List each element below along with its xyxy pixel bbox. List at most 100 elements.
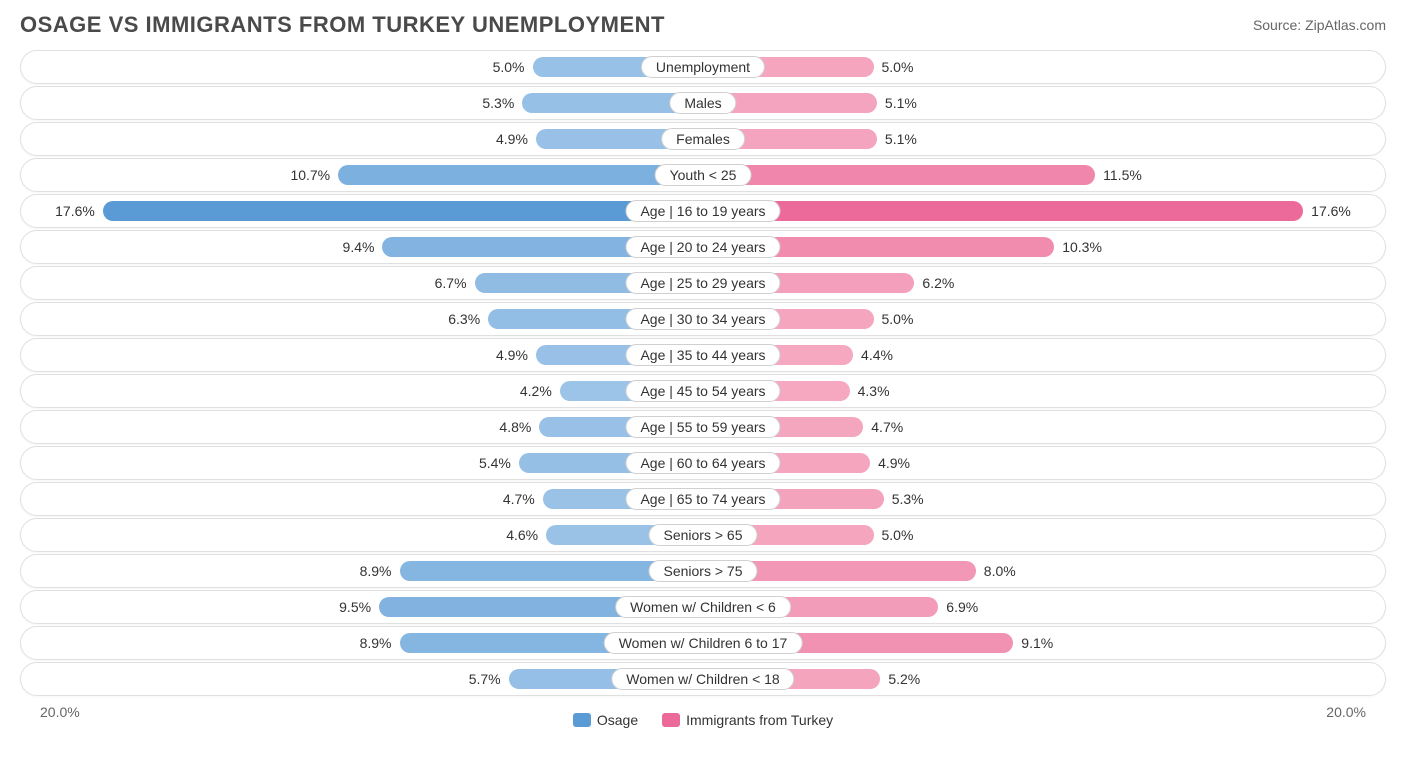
category-label: Age | 25 to 29 years <box>625 272 780 294</box>
legend-swatch-right <box>662 713 680 727</box>
row-right-half: 4.4% <box>703 339 1385 371</box>
row-left-half: 4.9% <box>21 339 703 371</box>
chart-row: 4.7% 5.3% Age | 65 to 74 years <box>20 482 1386 516</box>
axis-right-max: 20.0% <box>1326 704 1366 728</box>
chart-row: 8.9%8.0%Seniors > 75 <box>20 554 1386 588</box>
chart-row: 9.4%10.3%Age | 20 to 24 years <box>20 230 1386 264</box>
right-value-label: 5.2% <box>880 671 928 687</box>
left-value-label: 4.9% <box>488 131 536 147</box>
chart-row: 5.7% 5.2% Women w/ Children < 18 <box>20 662 1386 696</box>
left-value-label: 6.7% <box>427 275 475 291</box>
left-value-label: 5.0% <box>485 59 533 75</box>
left-value-label: 4.2% <box>512 383 560 399</box>
row-left-half: 8.9% <box>21 555 703 587</box>
right-value-label: 5.1% <box>877 131 925 147</box>
category-label: Age | 16 to 19 years <box>625 200 780 222</box>
chart-source: Source: ZipAtlas.com <box>1253 17 1386 33</box>
row-left-half: 4.2% <box>21 375 703 407</box>
right-value-label: 4.9% <box>870 455 918 471</box>
left-value-label: 17.6% <box>47 203 103 219</box>
category-label: Unemployment <box>641 56 765 78</box>
category-label: Women w/ Children 6 to 17 <box>604 632 803 654</box>
row-left-half: 4.7% <box>21 483 703 515</box>
row-left-half: 9.5% <box>21 591 703 623</box>
chart-row: 6.7% 6.2% Age | 25 to 29 years <box>20 266 1386 300</box>
row-right-half: 17.6% <box>703 195 1385 227</box>
right-value-label: 6.9% <box>938 599 986 615</box>
category-label: Age | 55 to 59 years <box>625 416 780 438</box>
row-right-half: 5.0% <box>703 303 1385 335</box>
row-right-half: 11.5% <box>703 159 1385 191</box>
right-value-label: 5.0% <box>874 59 922 75</box>
chart-row: 5.0% 5.0% Unemployment <box>20 50 1386 84</box>
row-left-half: 6.3% <box>21 303 703 335</box>
right-value-label: 11.5% <box>1095 167 1150 183</box>
row-left-half: 6.7% <box>21 267 703 299</box>
right-value-label: 17.6% <box>1303 203 1359 219</box>
row-left-half: 5.4% <box>21 447 703 479</box>
chart-row: 4.9% 5.1% Females <box>20 122 1386 156</box>
category-label: Age | 60 to 64 years <box>625 452 780 474</box>
row-right-half: 4.7% <box>703 411 1385 443</box>
chart-title: OSAGE VS IMMIGRANTS FROM TURKEY UNEMPLOY… <box>20 12 665 38</box>
right-value-label: 5.1% <box>877 95 925 111</box>
left-bar <box>103 201 703 221</box>
row-left-half: 8.9% <box>21 627 703 659</box>
left-value-label: 8.9% <box>352 635 400 651</box>
category-label: Age | 65 to 74 years <box>625 488 780 510</box>
category-label: Women w/ Children < 6 <box>615 596 791 618</box>
left-value-label: 4.8% <box>491 419 539 435</box>
right-value-label: 4.3% <box>850 383 898 399</box>
left-value-label: 4.6% <box>498 527 546 543</box>
right-value-label: 5.3% <box>884 491 932 507</box>
axis-row: 20.0% Osage Immigrants from Turkey 20.0% <box>20 698 1386 728</box>
left-value-label: 5.4% <box>471 455 519 471</box>
row-right-half: 9.1% <box>703 627 1385 659</box>
right-bar <box>703 201 1303 221</box>
chart-row: 10.7%11.5%Youth < 25 <box>20 158 1386 192</box>
chart-row: 17.6% 17.6% Age | 16 to 19 years <box>20 194 1386 228</box>
chart-row: 5.4% 4.9% Age | 60 to 64 years <box>20 446 1386 480</box>
right-value-label: 5.0% <box>874 311 922 327</box>
row-right-half: 5.1% <box>703 87 1385 119</box>
category-label: Seniors > 75 <box>649 560 758 582</box>
row-right-half: 5.0% <box>703 519 1385 551</box>
left-value-label: 5.7% <box>461 671 509 687</box>
chart-row: 9.5% 6.9% Women w/ Children < 6 <box>20 590 1386 624</box>
legend-label-right: Immigrants from Turkey <box>686 712 833 728</box>
row-left-half: 9.4% <box>21 231 703 263</box>
chart-row: 4.9% 4.4% Age | 35 to 44 years <box>20 338 1386 372</box>
right-value-label: 6.2% <box>914 275 962 291</box>
category-label: Age | 30 to 34 years <box>625 308 780 330</box>
chart-row: 4.2%4.3%Age | 45 to 54 years <box>20 374 1386 408</box>
row-left-half: 5.0% <box>21 51 703 83</box>
legend-item-right: Immigrants from Turkey <box>662 712 833 728</box>
legend: Osage Immigrants from Turkey <box>573 704 833 728</box>
row-left-half: 5.7% <box>21 663 703 695</box>
row-right-half: 6.9% <box>703 591 1385 623</box>
right-value-label: 4.4% <box>853 347 901 363</box>
row-right-half: 4.3% <box>703 375 1385 407</box>
left-value-label: 5.3% <box>474 95 522 111</box>
category-label: Women w/ Children < 18 <box>611 668 794 690</box>
left-value-label: 4.9% <box>488 347 536 363</box>
left-value-label: 8.9% <box>352 563 400 579</box>
left-value-label: 6.3% <box>440 311 488 327</box>
row-left-half: 17.6% <box>21 195 703 227</box>
legend-item-left: Osage <box>573 712 638 728</box>
right-value-label: 5.0% <box>874 527 922 543</box>
chart-area: 5.0%5.0%Unemployment5.3%5.1%Males4.9%5.1… <box>0 46 1406 696</box>
chart-row: 6.3% 5.0% Age | 30 to 34 years <box>20 302 1386 336</box>
row-right-half: 5.1% <box>703 123 1385 155</box>
chart-row: 8.9% 9.1%Women w/ Children 6 to 17 <box>20 626 1386 660</box>
category-label: Age | 35 to 44 years <box>625 344 780 366</box>
row-right-half: 5.0% <box>703 51 1385 83</box>
legend-swatch-left <box>573 713 591 727</box>
row-left-half: 4.9% <box>21 123 703 155</box>
chart-footer: 20.0% Osage Immigrants from Turkey 20.0% <box>0 698 1406 728</box>
left-value-label: 10.7% <box>282 167 338 183</box>
axis-left-max: 20.0% <box>40 704 80 728</box>
category-label: Females <box>661 128 745 150</box>
row-left-half: 4.8% <box>21 411 703 443</box>
left-bar <box>338 165 703 185</box>
